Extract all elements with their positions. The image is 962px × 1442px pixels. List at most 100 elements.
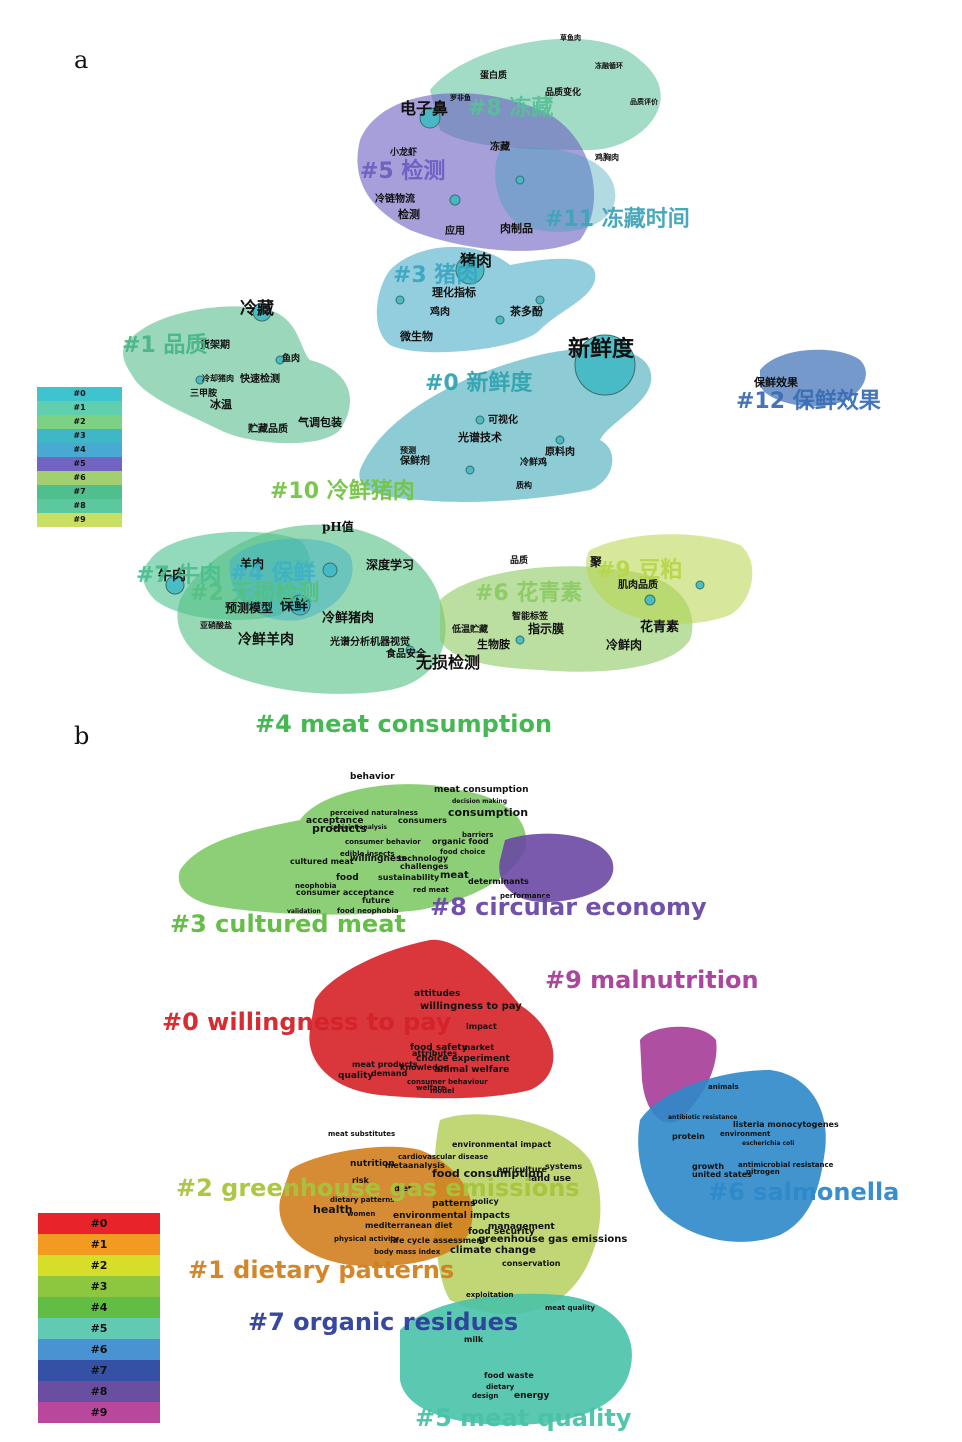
term-b-47: nutrition (350, 1159, 395, 1169)
cluster-region-b-c0 (309, 939, 554, 1099)
term-a-37: 预测模型 (225, 600, 273, 615)
term-a-28: 新鲜度 (568, 336, 635, 362)
term-b-54: diet (394, 1184, 412, 1193)
term-b-11: organic food (432, 837, 489, 846)
term-b-27: determinants (468, 877, 529, 886)
term-a-49: 智能标签 (512, 610, 549, 622)
term-a-51: 预测 (400, 445, 416, 455)
cluster-label-a-c7: #7 牛肉 (136, 562, 221, 588)
term-b-62: mediterranean diet (365, 1221, 453, 1230)
term-a-8: 小龙虾 (389, 146, 417, 158)
term-b-57: dietary patterns (330, 1196, 394, 1204)
term-b-21: sustainability (378, 873, 440, 882)
legend-item-8: #8 (37, 499, 122, 513)
term-a-16: 鸡肉 (429, 305, 450, 318)
cluster-region-b-c6 (638, 1070, 826, 1242)
cluster-label-a-c6: #6 花青素 (475, 580, 582, 606)
term-b-43: welfare (416, 1084, 446, 1092)
term-b-65: life cycle assessment (390, 1236, 486, 1245)
term-b-31: impact (466, 1022, 497, 1031)
cluster-region-a-c4 (229, 538, 353, 621)
term-b-73: environment (720, 1130, 771, 1138)
cluster-label-b-c0: #0 willingness to pay (162, 1008, 452, 1036)
term-a-3: 品质变化 (545, 86, 581, 98)
legend-item-7: #7 (37, 485, 122, 499)
term-b-50: agriculture (497, 1165, 547, 1174)
legend-item-3: #3 (38, 1276, 160, 1297)
term-b-25: validation (287, 908, 321, 915)
cluster-label-b-c2: #2 greenhouse gas emissions (176, 1174, 580, 1202)
panel-a-clusters (123, 38, 866, 694)
term-a-38: 保鲜 (279, 597, 308, 614)
term-a-31: 原料肉 (545, 445, 575, 458)
term-a-30: 光谱技术 (457, 430, 502, 444)
cluster-label-b-c3: #3 cultured meat (170, 910, 406, 938)
node-a-5 (165, 575, 185, 595)
cluster-label-a-c8: #8 冻藏 (468, 95, 553, 121)
term-a-52: 保鲜剂 (399, 454, 430, 467)
term-b-7: conjoint analysis (330, 824, 387, 831)
cluster-label-a-c11: #11 冻藏时间 (545, 206, 690, 232)
term-a-56: 亚硝酸盐 (200, 620, 232, 630)
term-b-41: consumer behaviour (407, 1078, 488, 1086)
term-b-59: women (347, 1210, 375, 1218)
term-a-13: 肉制品 (500, 221, 533, 235)
legend-item-4: #4 (37, 443, 122, 457)
legend-item-5: #5 (37, 457, 122, 471)
legend-item-1: #1 (38, 1234, 160, 1255)
panel-a-cluster-labels: #8 冻藏 #5 检测 #11 冻藏时间 #3 猪肉 #1 品质 #0 新鲜度 #12 保鲜… (122, 95, 881, 606)
term-b-3: consumption (448, 806, 528, 819)
term-a-48: 冷鲜肉 (606, 637, 642, 652)
cluster-label-b-c6: #6 salmonella (708, 1178, 899, 1206)
cluster-region-b-c5 (400, 1293, 632, 1425)
term-b-84: dietary (486, 1383, 515, 1391)
term-b-34: attributes (412, 1049, 457, 1058)
legend-item-6: #6 (37, 471, 122, 485)
term-a-0: 草鱼肉 (560, 33, 581, 42)
term-b-44: meat substitutes (328, 1130, 395, 1138)
cluster-region-a-c0 (359, 348, 652, 502)
term-a-11: 检测 (398, 207, 420, 221)
node-a-9 (395, 295, 405, 305)
cluster-region-a-c9 (586, 534, 753, 624)
term-b-67: body mass index (374, 1248, 441, 1256)
term-a-19: 冷藏 (240, 298, 274, 319)
term-b-66: greenhouse gas emissions (478, 1234, 627, 1245)
cluster-label-a-c2: #2 无损检测 (190, 580, 319, 606)
term-a-5: 电子鼻 (400, 99, 448, 118)
cluster-label-b-c4: #4 meat consumption (255, 710, 552, 738)
cluster-label-a-c1: #1 品质 (122, 333, 207, 358)
term-b-19: food (336, 873, 359, 883)
node-a-1 (574, 334, 636, 396)
term-b-0: behavior (350, 772, 395, 782)
panel-a-letter: a (74, 46, 89, 74)
term-b-2: decision making (452, 798, 507, 805)
node-a-8 (515, 175, 525, 185)
term-a-42: 无损检测 (415, 653, 480, 672)
term-a-55: 低温贮藏 (451, 623, 488, 635)
term-a-22: 冷却猪肉 (202, 373, 234, 383)
term-a-14: 猪肉 (459, 251, 492, 270)
legend-item-7: #7 (38, 1360, 160, 1381)
term-a-33: pH值 (322, 519, 354, 534)
term-b-45: environmental impact (452, 1140, 551, 1149)
cluster-region-a-c1 (123, 306, 350, 444)
legend-item-2: #2 (37, 415, 122, 429)
term-b-77: antimicrobial resistance (738, 1161, 834, 1169)
node-a-16 (695, 580, 705, 590)
cluster-label-b-c1: #1 dietary patterns (188, 1256, 454, 1284)
cluster-label-b-c5: #5 meat quality (415, 1404, 632, 1432)
term-a-35: 深度学习 (366, 557, 414, 572)
term-b-81: meat quality (545, 1304, 595, 1312)
term-a-41: 光谱分析机器视觉 (329, 635, 410, 648)
term-b-38: animal welfare (434, 1065, 509, 1075)
term-b-42: model (430, 1087, 454, 1095)
term-b-4: perceived naturalness (330, 809, 418, 817)
node-a-4 (289, 594, 311, 616)
term-b-80: exploitation (466, 1291, 514, 1299)
cluster-label-a-c0: #0 新鲜度 (425, 370, 533, 396)
